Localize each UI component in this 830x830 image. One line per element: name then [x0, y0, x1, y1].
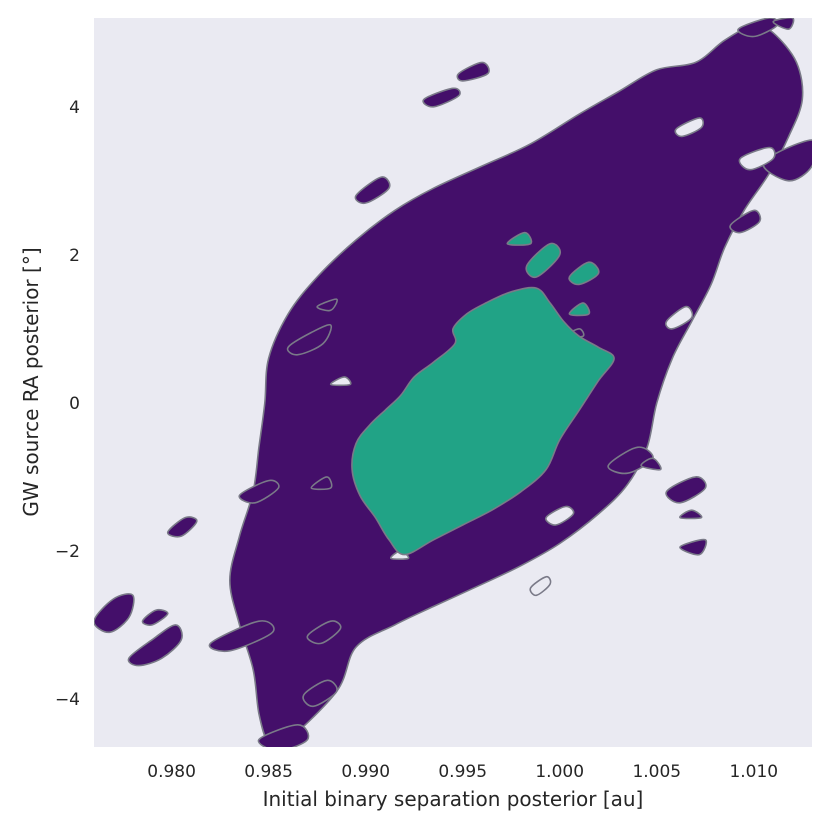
y-tick-label: 0: [69, 394, 80, 414]
inner-contour-region: [351, 286, 615, 556]
inner-contour-island: [568, 302, 591, 317]
outer-contour-island: [354, 176, 391, 205]
outer-contour-island: [679, 509, 703, 520]
contour-hole: [545, 505, 575, 526]
outer-contour-island: [208, 620, 275, 652]
outer-contour-island: [772, 18, 795, 30]
inner-contour-island: [506, 231, 533, 246]
outer-contour-island: [665, 476, 707, 504]
x-tick-label: 0.995: [438, 762, 487, 782]
contour-layer: [94, 18, 812, 747]
y-tick-label: −4: [55, 690, 80, 710]
x-tick-label: 1.000: [535, 762, 584, 782]
outer-contour-island: [257, 724, 310, 747]
outer-contour-island: [94, 593, 135, 634]
outer-contour-island: [640, 457, 662, 471]
contour-hole: [329, 376, 352, 387]
contour-hole: [674, 117, 704, 138]
outer-contour-island: [302, 679, 338, 708]
x-tick-label: 0.980: [147, 762, 196, 782]
contour-hole: [529, 575, 552, 597]
outer-contour-island: [286, 323, 332, 356]
x-tick-label: 1.010: [729, 762, 778, 782]
outer-contour-island: [310, 476, 333, 491]
outer-contour-island: [166, 516, 198, 538]
contour-hole: [665, 305, 694, 330]
outer-contour-island: [729, 209, 762, 234]
x-axis-label: Initial binary separation posterior [au]: [263, 787, 644, 811]
outer-contour-island: [422, 87, 461, 108]
y-tick-label: −2: [55, 542, 80, 562]
inner-contour-island: [568, 261, 600, 286]
y-axis: 4 2 0 −2 −4: [55, 98, 80, 710]
y-tick-label: 2: [69, 246, 80, 266]
outer-contour-island: [679, 538, 708, 556]
y-axis-label: GW source RA posterior [°]: [19, 247, 43, 516]
outer-contour-island: [238, 479, 280, 504]
inner-contour-island: [525, 242, 561, 279]
x-tick-label: 0.985: [244, 762, 293, 782]
outer-contour-island: [141, 608, 169, 626]
contour-hole: [738, 146, 776, 171]
outer-contour-island: [316, 298, 338, 312]
x-axis: 0.980 0.985 0.990 0.995 1.000 1.005 1.010: [147, 762, 778, 782]
x-tick-label: 1.005: [632, 762, 681, 782]
y-tick-label: 4: [69, 98, 80, 118]
outer-contour-island: [762, 139, 812, 182]
x-tick-label: 0.990: [341, 762, 390, 782]
outer-contour-island: [127, 624, 183, 667]
outer-contour-island: [306, 620, 342, 645]
outer-contour-island: [456, 61, 490, 82]
